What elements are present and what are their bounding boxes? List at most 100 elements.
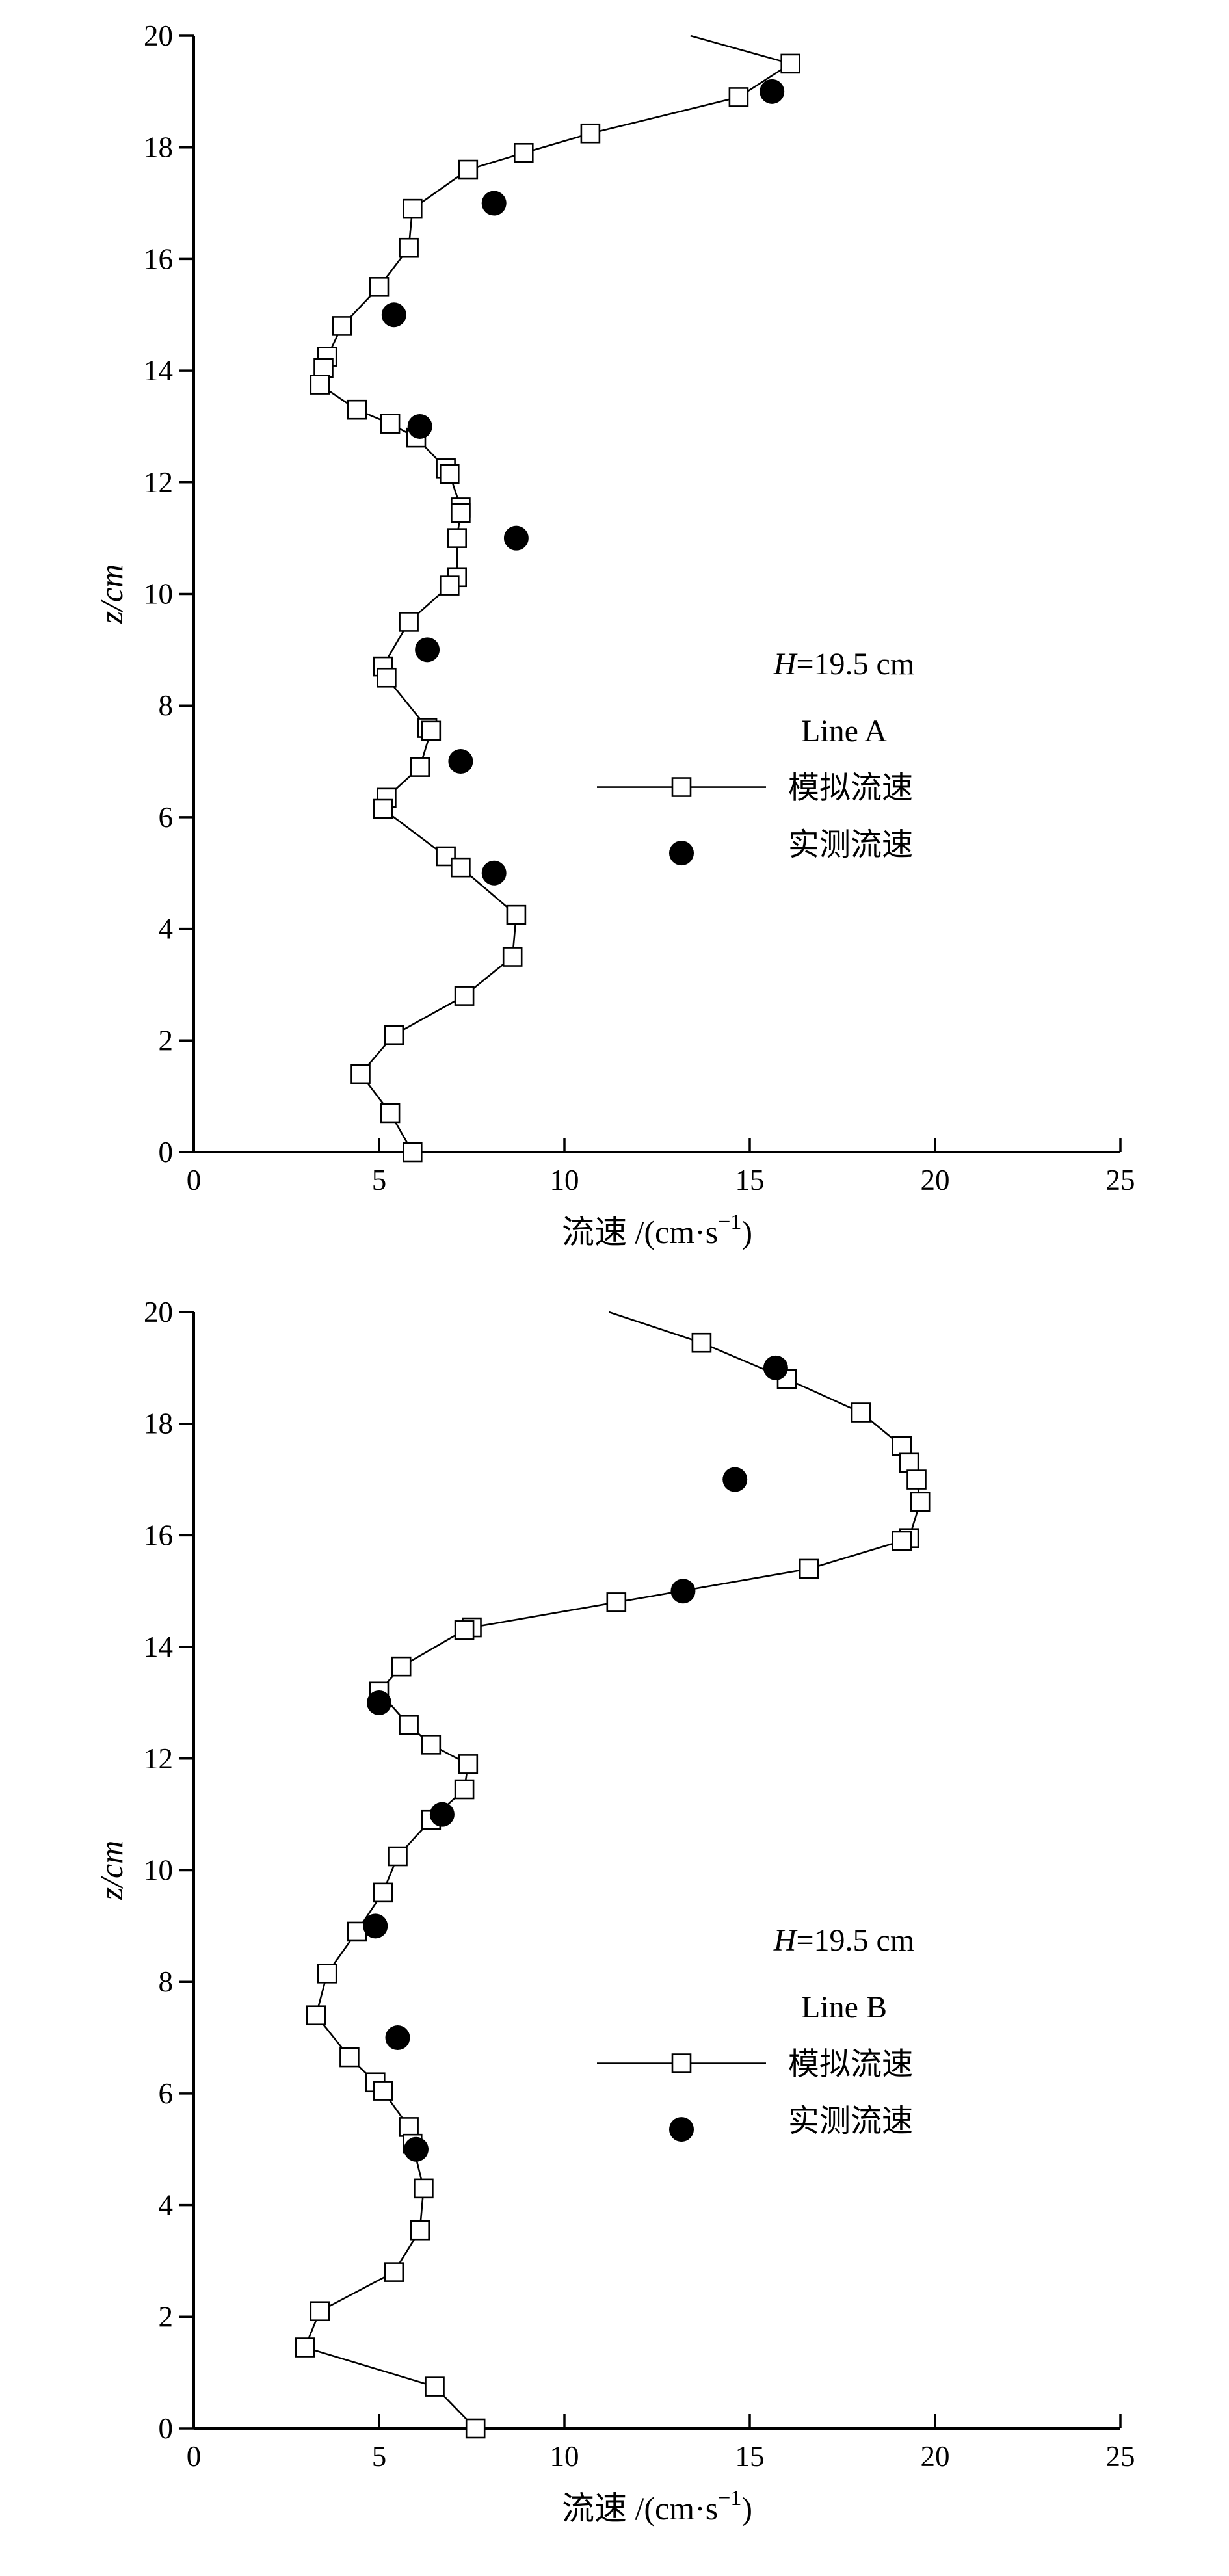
- point-simulated: [439, 464, 460, 484]
- point-measured: [429, 1802, 455, 1827]
- point-measured: [481, 191, 507, 216]
- x-axis-label-sup: −1: [718, 1210, 741, 1234]
- annotation-depth-value: =19.5 cm: [796, 647, 914, 681]
- y-tick-label: 2: [159, 1024, 174, 1057]
- x-tick-label: 15: [735, 2440, 765, 2473]
- point-simulated: [910, 1492, 931, 1512]
- y-tick-label: 4: [159, 913, 174, 945]
- x-axis-label-main: 流速 /(cm·s: [562, 2490, 718, 2527]
- y-axis-label-var: z/cm: [93, 564, 129, 625]
- point-simulated: [402, 1142, 423, 1163]
- chart-panel-1: 0 2 4 6 8 10 12 14 16 18 20 0 5 10 15 20 25 z/cm 流速 /(cm·s…: [93, 20, 1135, 1250]
- point-simulated: [421, 1735, 442, 1755]
- annotation-line-id: Line B: [801, 1990, 887, 2025]
- legend-label-simulated: 模拟流速: [788, 2047, 913, 2082]
- y-tick-label: 20: [144, 20, 173, 52]
- annotation-line-id: Line A: [801, 714, 887, 748]
- point-simulated: [691, 1332, 712, 1353]
- legend-marker-measured: [669, 841, 694, 866]
- annotation-depth: H=19.5 cm: [773, 1923, 914, 1958]
- point-measured: [503, 525, 529, 551]
- point-simulated: [332, 316, 352, 336]
- point-simulated: [377, 667, 397, 688]
- point-simulated: [373, 2081, 393, 2101]
- y-tick-label: 6: [159, 801, 174, 834]
- x-tick-label: 20: [921, 2440, 950, 2473]
- x-tick-label: 25: [1106, 2440, 1135, 2473]
- y-tick-label: 0: [159, 2412, 174, 2445]
- annotation-depth-var: H: [773, 1923, 798, 1958]
- x-tick-label: 0: [187, 2440, 202, 2473]
- point-measured: [407, 414, 432, 439]
- point-simulated: [454, 986, 475, 1006]
- legend-marker-simulated: [671, 2053, 692, 2073]
- y-tick-label: 16: [144, 243, 173, 275]
- series-line-simulated: [304, 1311, 921, 2429]
- x-axis-label: 流速 /(cm·s−1): [562, 1210, 752, 1250]
- y-tick-label: 18: [144, 131, 173, 164]
- x-tick-label: 5: [372, 2440, 387, 2473]
- point-simulated: [421, 720, 442, 741]
- point-measured: [385, 2025, 410, 2051]
- point-measured: [448, 749, 473, 774]
- x-tick-label: 10: [550, 2440, 579, 2473]
- point-measured: [367, 1690, 391, 1715]
- annotation-depth-value: =19.5 cm: [796, 1923, 914, 1958]
- point-simulated: [347, 399, 367, 420]
- point-simulated: [339, 2047, 360, 2068]
- point-simulated: [851, 1402, 871, 1423]
- point-measured: [363, 1913, 388, 1939]
- y-axis-label: z/cm: [93, 564, 129, 625]
- y-tick-label: 4: [159, 2189, 174, 2222]
- annotation-depth: H=19.5 cm: [773, 647, 914, 681]
- x-axis-label-main: 流速 /(cm·s: [562, 1214, 718, 1250]
- x-tick-label: 15: [735, 1164, 765, 1196]
- y-tick-label: 8: [159, 689, 174, 722]
- point-simulated: [606, 1592, 627, 1612]
- legend-label-measured: 实测流速: [788, 828, 913, 862]
- point-simulated: [317, 1964, 337, 1984]
- y-tick-label: 2: [159, 2300, 174, 2333]
- point-simulated: [906, 1469, 927, 1490]
- point-measured: [760, 79, 785, 104]
- point-simulated: [295, 2337, 315, 2358]
- point-simulated: [306, 2005, 326, 2026]
- point-simulated: [454, 1620, 475, 1640]
- point-simulated: [391, 1656, 412, 1677]
- x-tick-label: 0: [187, 1164, 202, 1196]
- x-axis-label-sup: −1: [718, 2486, 741, 2510]
- point-simulated: [414, 2178, 434, 2199]
- annotation-depth-var: H: [773, 647, 798, 681]
- point-simulated: [892, 1436, 912, 1456]
- chart-panel-2: 0 2 4 6 8 10 12 14 16 18 20 0 5 10 15 20 25 z/cm 流速 /(cm·s…: [93, 1296, 1135, 2527]
- legend-label-simulated: 模拟流速: [788, 771, 913, 806]
- point-simulated: [410, 757, 430, 777]
- y-tick-label: 14: [144, 1631, 173, 1663]
- point-simulated: [310, 2301, 330, 2322]
- x-tick-label: 25: [1106, 1164, 1135, 1196]
- y-tick-label: 18: [144, 1408, 173, 1440]
- point-simulated: [313, 358, 334, 378]
- point-simulated: [310, 375, 330, 395]
- point-simulated: [384, 2262, 404, 2282]
- x-tick-label: 5: [372, 1164, 387, 1196]
- point-measured: [481, 860, 507, 886]
- point-simulated: [380, 1103, 401, 1124]
- y-tick-label: 10: [144, 1854, 173, 1887]
- legend-marker-simulated: [671, 777, 692, 797]
- point-simulated: [439, 575, 460, 596]
- point-simulated: [399, 237, 419, 258]
- point-simulated: [465, 2418, 486, 2439]
- y-tick-label: 0: [159, 1136, 174, 1168]
- point-simulated: [728, 87, 749, 107]
- point-measured: [722, 1467, 748, 1492]
- point-simulated: [399, 2117, 419, 2137]
- x-axis-label: 流速 /(cm·s−1): [562, 2486, 752, 2527]
- y-axis-label: z/cm: [93, 1841, 129, 1901]
- y-tick-label: 10: [144, 578, 173, 611]
- y-tick-label: 8: [159, 1965, 174, 1998]
- legend-label-measured: 实测流速: [788, 2104, 913, 2138]
- x-tick-label: 20: [921, 1164, 950, 1196]
